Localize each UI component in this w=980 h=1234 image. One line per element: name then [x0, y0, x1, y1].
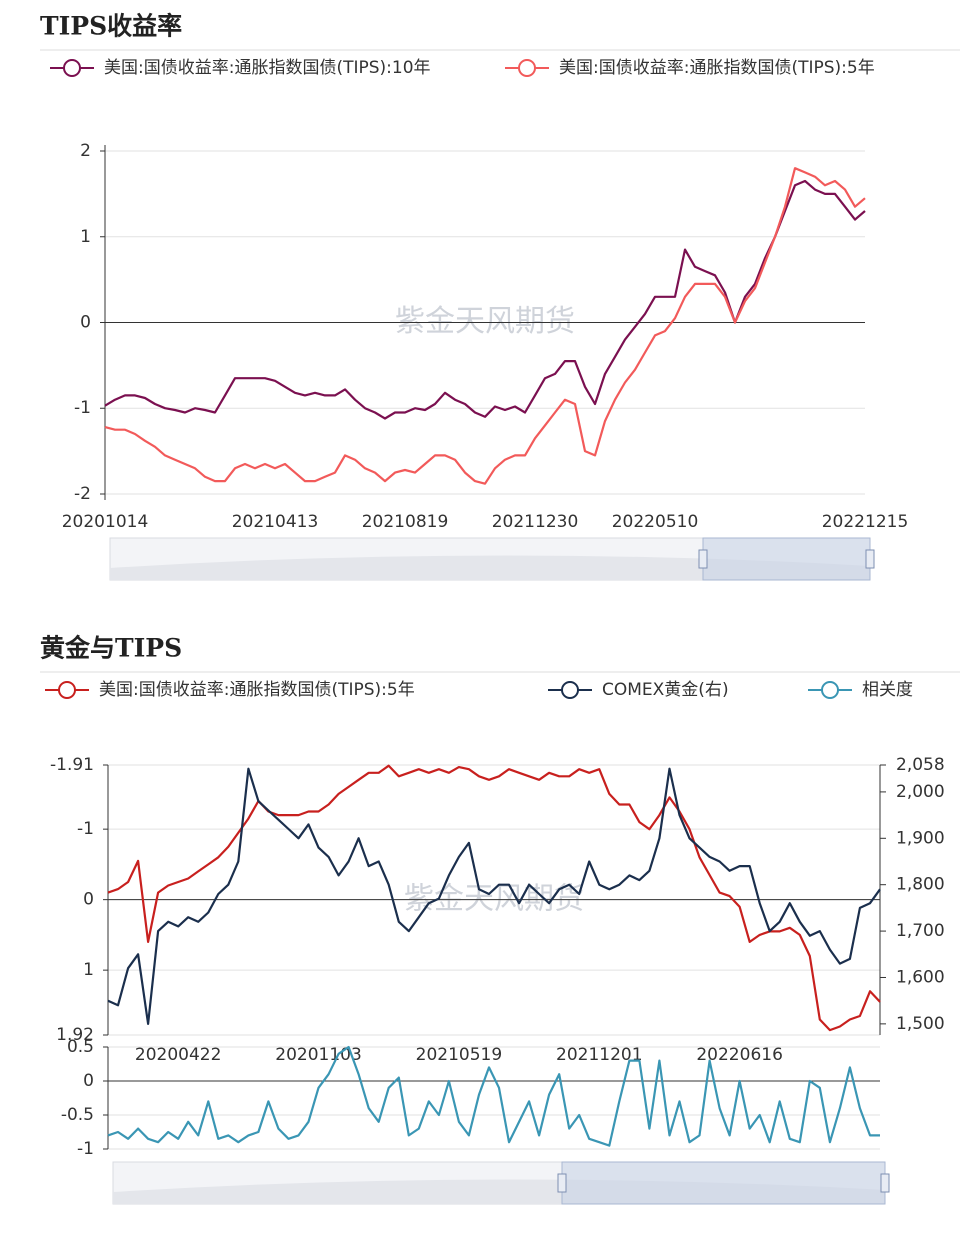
chart-title: 黄金与TIPS: [40, 634, 182, 663]
legend-label: 相关度: [862, 680, 913, 700]
y-tick-label: 0.5: [67, 1037, 94, 1057]
y-tick-label: 0: [83, 1071, 94, 1091]
y-tick-label: 1,700: [896, 921, 945, 941]
x-tick-label: 20210819: [362, 512, 449, 532]
zoom-handle[interactable]: [865, 549, 875, 569]
legend-marker: [58, 681, 76, 699]
zoom-handle[interactable]: [880, 1173, 890, 1193]
y-tick-label: -0.5: [61, 1105, 94, 1125]
legend-label: COMEX黄金(右): [602, 680, 729, 700]
y-tick-label: 1,800: [896, 875, 945, 895]
y-tick-label: 2,000: [896, 782, 945, 802]
legend-label: 美国:国债收益率:通胀指数国债(TIPS):5年: [559, 58, 875, 78]
watermark: 紫金天风期货: [404, 882, 584, 917]
chart-title: TIPS收益率: [40, 12, 182, 41]
y-tick-label: 1.92: [56, 1025, 94, 1045]
x-tick-label: 20201014: [62, 512, 149, 532]
x-tick-label: 20220510: [612, 512, 699, 532]
zoom-handle[interactable]: [557, 1173, 567, 1193]
legend-marker: [63, 59, 81, 77]
y-tick-label: 0: [83, 890, 94, 910]
series-line: [107, 767, 881, 1025]
zoom-selection: [561, 1161, 886, 1205]
y-tick-label: 1,900: [896, 828, 945, 848]
x-tick-label: 20201103: [275, 1045, 362, 1065]
legend-label: 美国:国债收益率:通胀指数国债(TIPS):5年: [99, 680, 415, 700]
legend-marker: [821, 681, 839, 699]
x-tick-label: 20210413: [232, 512, 319, 532]
x-tick-label: 20210519: [416, 1045, 503, 1065]
series-line: [104, 167, 866, 485]
y-tick-label: 2: [80, 141, 91, 161]
y-tick-label: 0: [80, 313, 91, 333]
zoom-selection: [702, 537, 871, 581]
zoom-handle[interactable]: [698, 549, 708, 569]
y-tick-label: -2: [74, 484, 91, 504]
x-tick-label: 20220616: [696, 1045, 783, 1065]
y-tick-label: 1,600: [896, 967, 945, 987]
legend-marker: [518, 59, 536, 77]
x-tick-label: 20221215: [822, 512, 909, 532]
x-tick-label: 20211230: [492, 512, 579, 532]
y-tick-label: 1,500: [896, 1014, 945, 1034]
y-tick-label: 2,058: [896, 755, 945, 775]
y-tick-label: -1: [77, 819, 94, 839]
legend-label: 美国:国债收益率:通胀指数国债(TIPS):10年: [104, 58, 431, 78]
y-tick-label: -1: [77, 1139, 94, 1159]
legend-marker: [561, 681, 579, 699]
y-tick-label: -1: [74, 398, 91, 418]
x-tick-label: 20211201: [556, 1045, 643, 1065]
y-tick-label: 1: [80, 227, 91, 247]
series-line: [107, 764, 881, 1032]
series-line: [107, 1045, 880, 1147]
zoom-shadow: [110, 555, 870, 580]
series-line: [104, 179, 866, 420]
watermark: 紫金天风期货: [395, 304, 575, 339]
x-tick-label: 20200422: [135, 1045, 222, 1065]
y-tick-label: -1.91: [50, 755, 94, 775]
y-tick-label: 1: [83, 960, 94, 980]
